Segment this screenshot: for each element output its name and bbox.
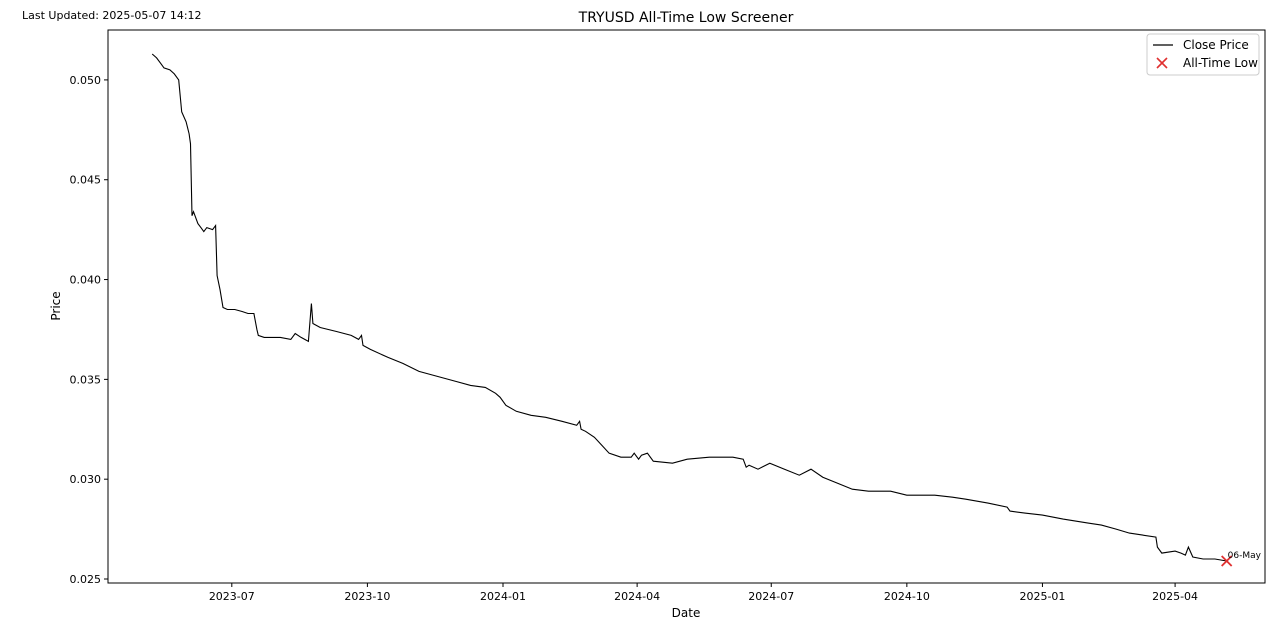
plot-area [107,29,1266,584]
x-tick-label: 2023-07 [209,590,255,603]
close-price-line [151,53,1227,562]
x-tick-label: 2024-10 [884,590,930,603]
x-tick-label: 2023-10 [344,590,390,603]
legend-all-time-low: All-Time Low [1183,56,1258,70]
y-tick-label: 0.025 [70,573,102,586]
y-tick-label: 0.030 [70,473,102,486]
legend-box [1146,33,1260,76]
x-axis: 2023-07 2023-10 2024-01 2024-04 2024-07 2024-… [209,583,1198,603]
x-tick-label: 2025-04 [1152,590,1198,603]
x-tick-label: 2024-07 [748,590,794,603]
legend-close-price: Close Price [1183,38,1249,52]
x-tick-label: 2024-04 [614,590,660,603]
y-tick-label: 0.035 [70,373,102,386]
y-axis-label: Price [49,291,63,320]
last-updated-text: Last Updated: 2025-05-07 14:12 [22,9,202,22]
all-time-low-marker: 06-May [1221,551,1262,567]
y-axis: 0.025 0.030 0.035 0.040 0.045 0.050 [70,74,108,586]
x-tick-label: 2024-01 [480,590,526,603]
all-time-low-label: 06-May [1228,551,1262,561]
all-time-low-x-icon [1221,555,1233,567]
y-tick-label: 0.040 [70,274,102,287]
y-tick-label: 0.045 [70,174,102,187]
legend: Close Price All-Time Low [1146,33,1260,76]
y-tick-label: 0.050 [70,74,102,87]
chart-title: TRYUSD All-Time Low Screener [578,10,794,26]
x-tick-label: 2025-01 [1019,590,1065,603]
legend-x-marker-icon [1156,57,1168,69]
x-axis-label: Date [672,606,701,620]
